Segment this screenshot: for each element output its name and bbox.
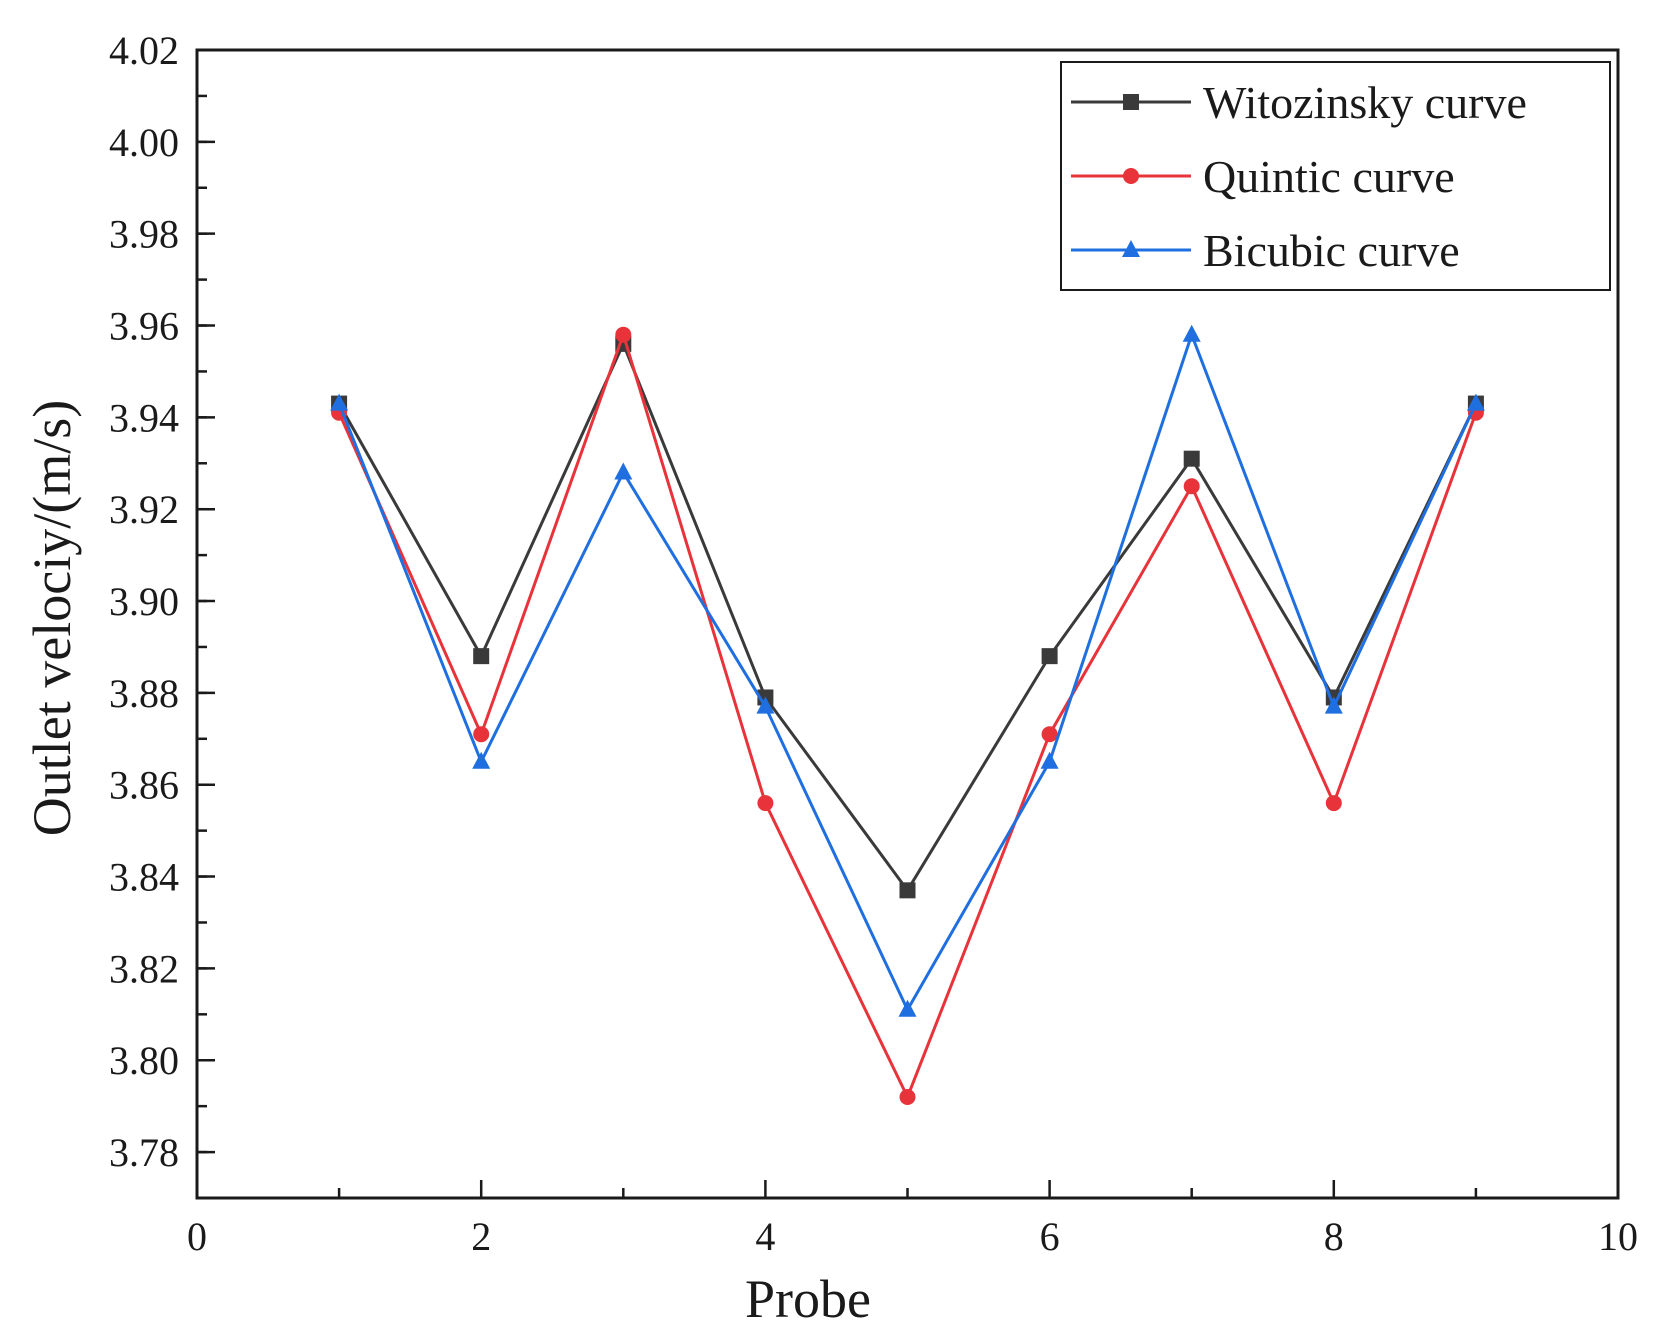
y-tick-label: 3.82 — [109, 946, 179, 991]
series-line — [337, 329, 1478, 1101]
data-point-triangle — [472, 751, 491, 769]
legend-item: Quintic curve — [1071, 151, 1455, 202]
y-tick-label: 3.84 — [109, 855, 179, 900]
legend-label: Witozinsky curve — [1203, 77, 1527, 128]
data-point-square — [1183, 450, 1200, 467]
x-tick-label: 0 — [187, 1214, 207, 1259]
x-axis-title: Probe — [745, 1269, 871, 1329]
y-tick-label: 4.00 — [109, 120, 179, 165]
legend: Witozinsky curve Quintic curve Bicubic cur… — [1060, 61, 1611, 291]
series-line — [337, 330, 1478, 1013]
data-point-triangle — [1466, 393, 1485, 411]
series-3 — [330, 324, 1485, 1017]
data-point-circle — [1041, 726, 1058, 743]
data-point-triangle — [756, 696, 775, 714]
x-tick-label: 8 — [1324, 1214, 1344, 1259]
legend-item: Bicubic curve — [1071, 225, 1460, 276]
series-line — [337, 340, 1478, 894]
y-axis-title: Outlet velociy/(m/s) — [22, 400, 82, 836]
y-tick-label: 3.98 — [109, 212, 179, 257]
x-tick-label: 2 — [471, 1214, 491, 1259]
series-layer — [330, 324, 1485, 1105]
x-tick-label: 4 — [755, 1214, 775, 1259]
legend-item: Witozinsky curve — [1071, 77, 1527, 128]
y-tick-label: 3.78 — [109, 1130, 179, 1175]
data-point-triangle — [614, 462, 633, 480]
y-axis-ticks: 3.78 3.80 3.82 3.84 3.86 3.88 3.90 3.92 3.94 3.96… — [109, 28, 215, 1200]
data-point-circle — [1183, 478, 1200, 495]
x-tick-label: 6 — [1040, 1214, 1060, 1259]
legend-label: Bicubic curve — [1203, 225, 1460, 276]
y-tick-label: 3.80 — [109, 1038, 179, 1083]
y-tick-label: 3.90 — [109, 579, 179, 624]
x-axis-ticks: 0 2 4 6 8 10 — [187, 1180, 1638, 1259]
y-tick-label: 4.02 — [109, 28, 179, 73]
data-point-triangle — [898, 999, 917, 1017]
data-point-triangle — [330, 393, 349, 411]
data-point-triangle — [1122, 240, 1140, 257]
data-point-triangle — [1182, 324, 1201, 342]
y-tick-label: 3.94 — [109, 395, 179, 440]
y-tick-label: 3.88 — [109, 671, 179, 716]
y-tick-label: 3.96 — [109, 304, 179, 349]
data-point-square — [1123, 94, 1139, 110]
legend-label: Quintic curve — [1203, 151, 1455, 202]
data-point-circle — [757, 795, 774, 812]
data-point-square — [899, 882, 916, 899]
data-point-circle — [899, 1088, 916, 1105]
data-point-circle — [1123, 168, 1139, 184]
data-point-triangle — [1324, 696, 1343, 714]
data-point-triangle — [1040, 751, 1059, 769]
y-tick-label: 3.86 — [109, 763, 179, 808]
data-point-circle — [1325, 795, 1342, 812]
data-point-square — [1041, 648, 1058, 665]
data-point-square — [473, 648, 490, 665]
data-point-circle — [473, 726, 490, 743]
series-1 — [331, 335, 1484, 899]
y-tick-label: 3.92 — [109, 487, 179, 532]
x-tick-label: 10 — [1598, 1214, 1638, 1259]
data-point-circle — [615, 326, 632, 343]
